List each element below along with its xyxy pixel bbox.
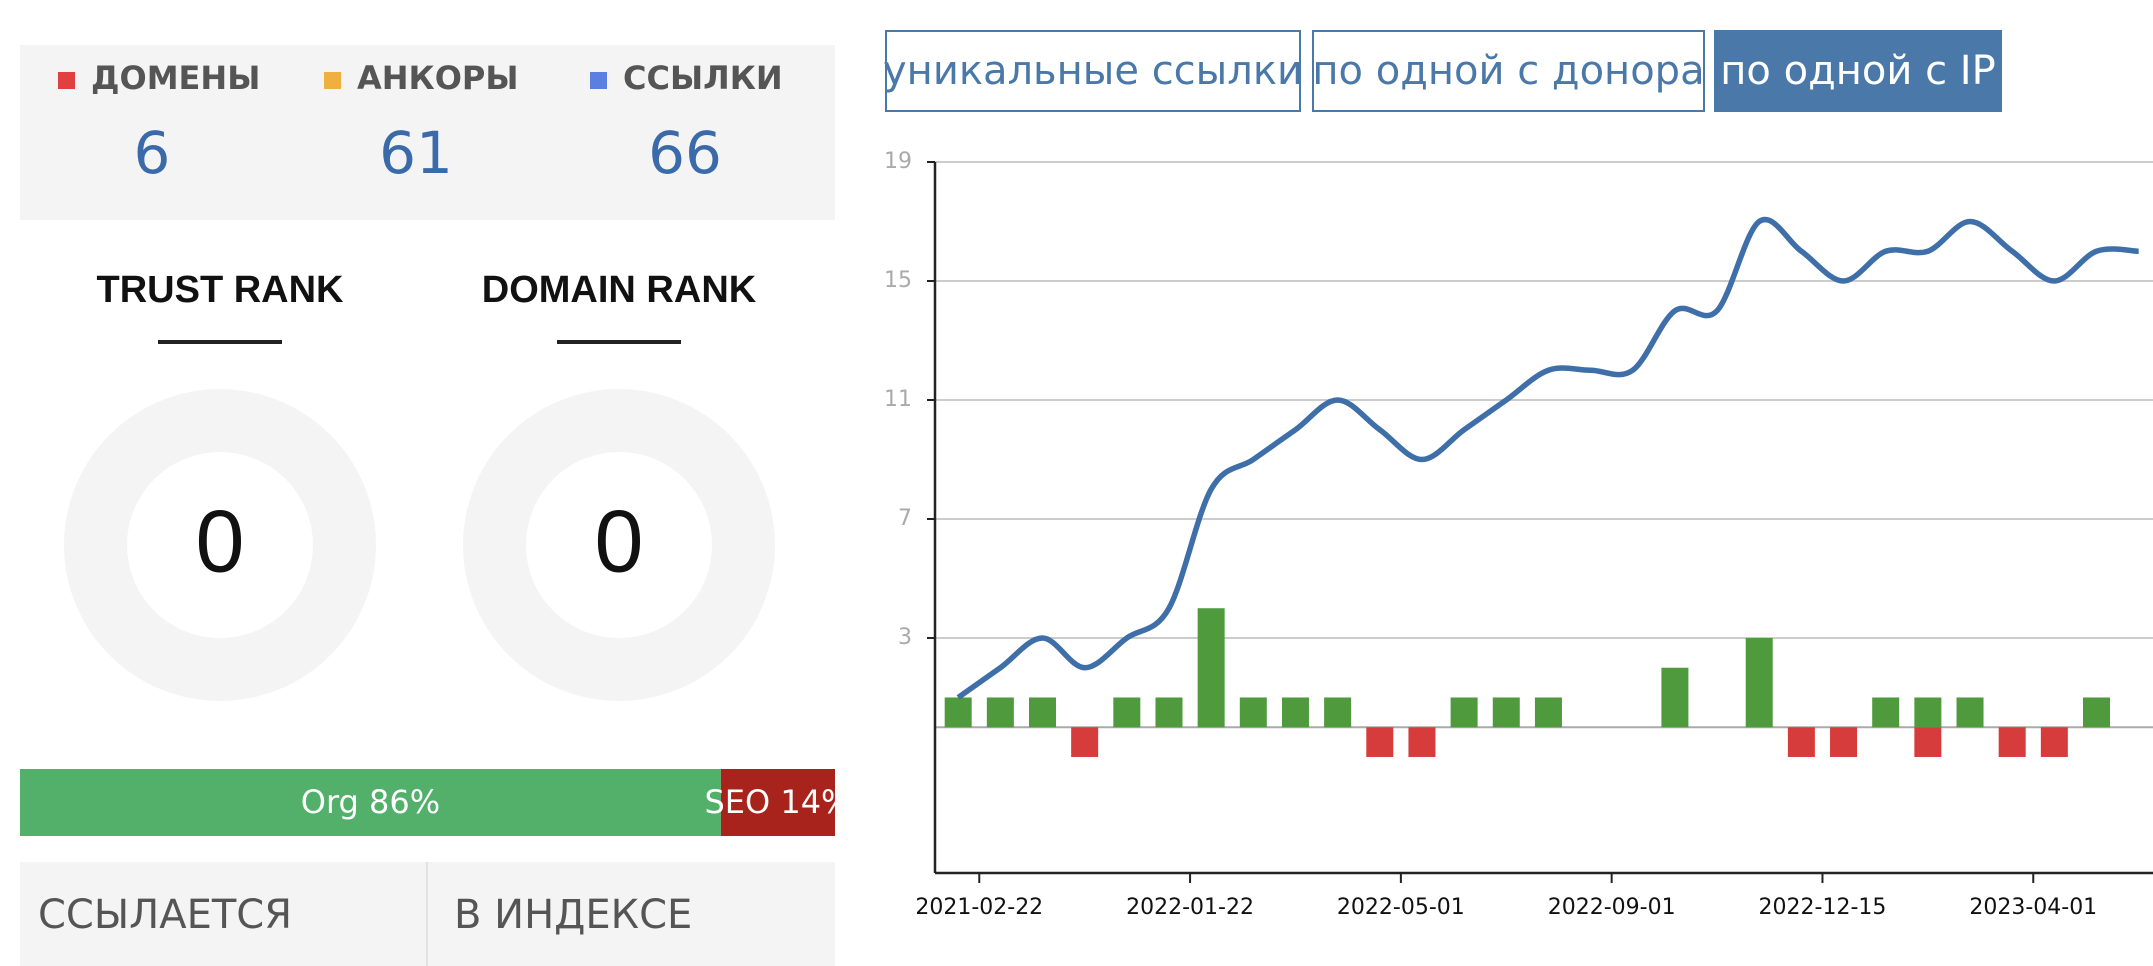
bar — [1830, 727, 1858, 757]
bar — [1492, 697, 1520, 728]
x-tick-label: 2022-05-01 — [1337, 895, 1465, 920]
traffic-label: Org 86% — [301, 783, 440, 821]
toggle-button-label[interactable]: уникальные ссылки — [883, 48, 1303, 94]
bar — [1745, 637, 1773, 728]
bar — [1281, 697, 1309, 728]
rank-title: TRUST RANK — [97, 269, 345, 311]
tab[interactable]: ССЫЛАЕТСЯ — [38, 892, 292, 938]
bar — [1029, 697, 1057, 728]
rank-donut — [64, 389, 376, 701]
bar — [1998, 727, 2026, 757]
bar — [1661, 667, 1689, 728]
toggle-button[interactable] — [1714, 30, 2002, 112]
y-tick-label: 15 — [884, 268, 912, 293]
x-tick-label: 2022-09-01 — [1548, 895, 1676, 920]
rank-title: DOMAIN RANK — [482, 269, 757, 311]
bar — [1155, 697, 1183, 728]
bar — [1366, 727, 1394, 757]
rank-donut — [463, 389, 775, 701]
stat-value: 61 — [379, 119, 453, 187]
bar — [1534, 697, 1562, 728]
toggle-button-label[interactable]: по одной с IP — [1720, 48, 1995, 94]
toggle-button[interactable] — [1312, 30, 1705, 112]
bar — [1787, 727, 1815, 757]
stat-label: АНКОРЫ — [357, 59, 519, 97]
stat-value: 6 — [134, 119, 171, 187]
bar — [1197, 608, 1225, 728]
toggle-button[interactable] — [885, 30, 1301, 112]
stat-label: ДОМЕНЫ — [91, 59, 260, 97]
toggle-button-label[interactable]: по одной с донора — [1312, 48, 1704, 94]
y-tick-label: 19 — [884, 149, 912, 174]
stat-label: ССЫЛКИ — [623, 59, 783, 97]
stats-box — [20, 45, 835, 220]
bar — [986, 697, 1014, 728]
traffic-segment — [720, 769, 835, 836]
bar — [1872, 697, 1900, 728]
bar — [1113, 697, 1141, 728]
x-tick-label: 2021-02-22 — [915, 895, 1043, 920]
bar — [1324, 697, 1352, 728]
rank-value: 0 — [196, 491, 245, 590]
y-tick-label: 7 — [898, 506, 912, 531]
bar — [1071, 727, 1099, 757]
line — [956, 216, 2139, 700]
x-tick-label: 2022-12-15 — [1759, 895, 1887, 920]
bar — [1914, 697, 1942, 728]
bar — [1239, 697, 1267, 728]
tab[interactable]: В ИНДЕКСЕ — [454, 892, 692, 938]
y-tick-label: 3 — [898, 625, 912, 650]
y-tick-label: 11 — [884, 387, 912, 412]
x-tick-label: 2023-04-01 — [1969, 895, 2097, 920]
x-tick-label: 2022-01-22 — [1126, 895, 1254, 920]
bar — [2040, 727, 2068, 757]
legend-square — [324, 72, 341, 89]
stat-value: 66 — [648, 119, 722, 187]
bar — [1914, 727, 1942, 757]
bar — [944, 697, 972, 728]
rank-value: 0 — [595, 491, 644, 590]
traffic-segment — [20, 769, 721, 836]
traffic-label: SEO 14% — [704, 783, 851, 821]
bar — [1408, 727, 1436, 757]
bar — [1956, 697, 1984, 728]
bar — [1450, 697, 1478, 728]
legend-square — [590, 72, 607, 89]
legend-square — [58, 72, 75, 89]
bar — [2083, 697, 2111, 728]
